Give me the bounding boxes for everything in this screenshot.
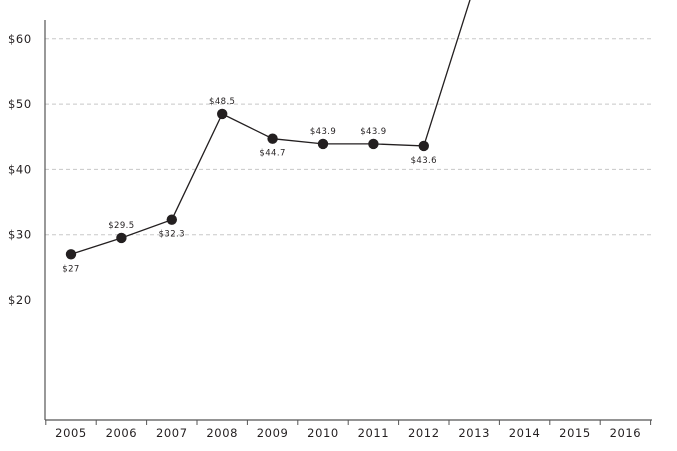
data-point	[217, 108, 228, 120]
y-tick-label: $20	[8, 293, 32, 307]
data-label: $44.7	[259, 149, 285, 159]
x-tick-label: 2009	[257, 426, 289, 440]
data-point	[267, 133, 278, 144]
data-point	[116, 232, 127, 244]
x-tick-label: 2012	[408, 426, 440, 440]
data-point	[418, 140, 429, 152]
x-tick-label: 2014	[509, 426, 541, 440]
y-tick-label: $60	[8, 32, 32, 46]
axes	[44, 20, 652, 425]
y-tick-label: $40	[8, 162, 32, 176]
y-tick-labels: $20$30$40$50$60$70$80	[8, 32, 32, 307]
y-tick-label: $30	[8, 228, 32, 242]
x-tick-label: 2016	[610, 426, 642, 440]
x-tick-label: 2008	[206, 426, 238, 440]
x-tick-label: 2015	[559, 426, 591, 440]
data-label: $27	[62, 264, 79, 274]
data-point	[65, 249, 77, 260]
data-label: $48.5	[209, 97, 235, 107]
data-label: $29.5	[108, 221, 134, 231]
y-tick-label: $50	[8, 97, 32, 111]
data-label: $32.3	[159, 230, 185, 240]
series-line	[70, 0, 471, 255]
x-tick-label: 2011	[358, 426, 390, 440]
data-label: $43.6	[411, 156, 437, 166]
gridlines	[45, 38, 652, 236]
x-tick-label: 2005	[55, 426, 87, 440]
x-tick-label: 2010	[307, 426, 339, 440]
data-label: $43.9	[360, 127, 386, 137]
series-line-group	[70, 0, 471, 255]
data-point	[166, 214, 177, 225]
data-points	[65, 108, 429, 260]
x-tick-label: 2007	[156, 426, 188, 440]
x-tick-label: 2013	[458, 426, 490, 440]
data-label: $43.9	[310, 127, 336, 137]
data-labels: $27$29.5$32.3$48.5$44.7$43.9$43.9$43.6$6…	[62, 97, 437, 274]
data-point	[368, 138, 379, 150]
data-point	[317, 138, 329, 150]
x-tick-labels: 2005 2006 2007 2008 2009 2010 2011 2012 2013 2014…	[55, 426, 642, 440]
x-tick-label: 2006	[106, 426, 138, 440]
